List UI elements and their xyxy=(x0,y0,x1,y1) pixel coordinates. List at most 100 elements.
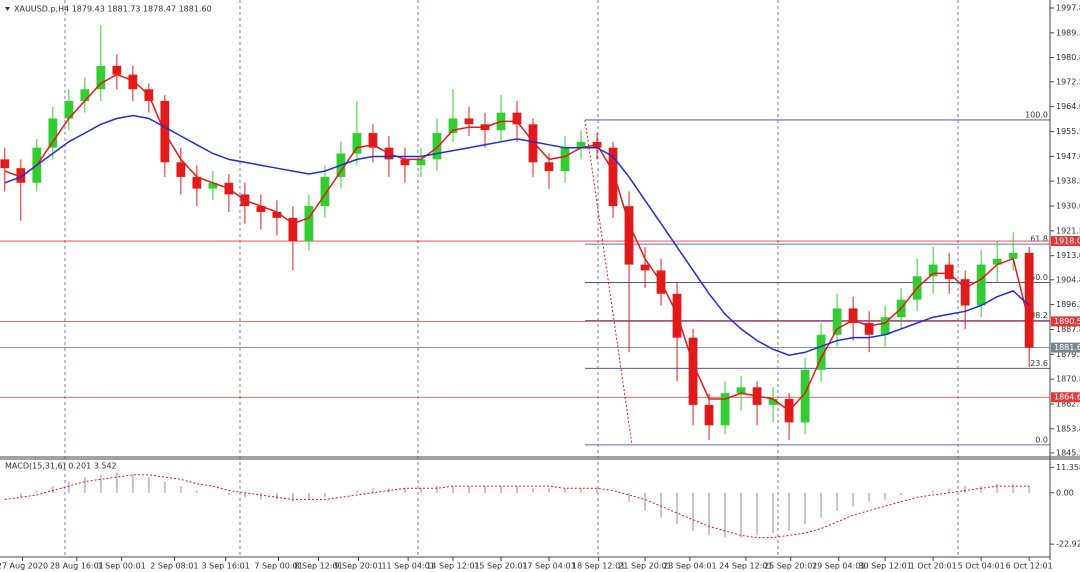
x-tick-label: 6 Oct 12:01 xyxy=(1006,562,1053,571)
y-tick-label: 1913.05 xyxy=(1056,251,1080,260)
x-tick-label: 2 Sep 08:01 xyxy=(150,562,198,571)
y-tick-label: 1879.30 xyxy=(1056,350,1080,359)
candle-body xyxy=(128,74,138,90)
candle-body xyxy=(528,124,538,163)
candle-body xyxy=(80,89,90,101)
x-tick-label: 1 Oct 20:01 xyxy=(910,562,957,571)
candle-body xyxy=(48,118,58,148)
x-tick-label: 14 Sep 12:01 xyxy=(426,562,479,571)
fibo-label: 61.8 xyxy=(1030,235,1048,244)
fibo-label: 38.2 xyxy=(1030,311,1048,320)
y-tick-label: 1921.55 xyxy=(1056,226,1080,235)
x-tick-label: 5 Oct 04:01 xyxy=(958,562,1005,571)
x-tick-label: 25 Sep 20:01 xyxy=(764,562,817,571)
price-box-label: 1918.05 xyxy=(1054,237,1080,246)
candle-body xyxy=(944,264,954,280)
y-tick-label: 1930.05 xyxy=(1056,201,1080,210)
y-tick-label: 1896.30 xyxy=(1056,300,1080,309)
x-tick-label: 28 Aug 16:01 xyxy=(50,562,104,571)
candle-body xyxy=(960,279,970,306)
candle-body xyxy=(976,264,986,306)
price-box-label: 1881.60 xyxy=(1054,343,1080,352)
x-tick-label: 7 Sep 00:01 xyxy=(254,562,302,571)
x-tick-label: 21 Sep 20:01 xyxy=(618,562,671,571)
macd-y-tick-label: -22.921 xyxy=(1056,540,1080,549)
candle-body xyxy=(736,387,746,394)
y-tick-label: 1989.30 xyxy=(1056,28,1080,37)
candle-body xyxy=(688,337,698,405)
x-tick-label: 17 Sep 04:01 xyxy=(522,562,575,571)
x-tick-label: 15 Sep 20:01 xyxy=(474,562,527,571)
y-tick-label: 1955.50 xyxy=(1056,127,1080,136)
candle-body xyxy=(800,369,810,423)
candle-body xyxy=(720,393,730,426)
x-tick-label: 9 Sep 20:01 xyxy=(334,562,382,571)
y-tick-label: 1972.55 xyxy=(1056,77,1080,86)
y-tick-label: 1870.80 xyxy=(1056,375,1080,384)
price-box-label: 1890.57 xyxy=(1054,317,1080,326)
candle-body xyxy=(16,168,26,183)
y-tick-label: 1964.05 xyxy=(1056,102,1080,111)
y-tick-label: 1997.80 xyxy=(1056,4,1080,13)
candle-body xyxy=(560,147,570,172)
y-tick-label: 1853.80 xyxy=(1056,424,1080,433)
candle-body xyxy=(832,308,842,335)
candle-body xyxy=(640,264,650,271)
candle-body xyxy=(464,118,474,125)
candle-body xyxy=(704,404,714,426)
y-tick-label: 1938.55 xyxy=(1056,177,1080,186)
fibo-label: 100.0 xyxy=(1025,110,1048,119)
price-box xyxy=(1051,392,1080,403)
candle-body xyxy=(432,133,442,160)
candle-body xyxy=(880,317,890,335)
x-tick-label: 18 Sep 12:01 xyxy=(572,562,625,571)
y-tick-label: 1904.80 xyxy=(1056,275,1080,284)
x-tick-label: 30 Sep 12:01 xyxy=(858,562,911,571)
candle-body xyxy=(416,159,426,166)
candle-body xyxy=(848,308,858,324)
candle-body xyxy=(96,65,106,90)
x-tick-label: 24 Sep 12:01 xyxy=(719,562,772,571)
candle-body xyxy=(864,323,874,335)
candle-body xyxy=(816,334,826,370)
fibo-label: 23.6 xyxy=(1030,359,1048,368)
x-tick-label: 8 Sep 12:01 xyxy=(294,562,342,571)
candle-body xyxy=(208,182,218,189)
candle-body xyxy=(624,206,634,265)
moving-average xyxy=(4,73,1030,412)
fibo-label: 0.0 xyxy=(1035,435,1048,444)
candle-body xyxy=(272,211,282,218)
candle-body xyxy=(512,112,522,125)
price-box xyxy=(1051,316,1080,327)
candle-body xyxy=(320,176,330,207)
candle-body xyxy=(928,264,938,277)
price-box xyxy=(1051,236,1080,247)
fibo-label: 50.0 xyxy=(1030,273,1048,282)
candle-body xyxy=(304,206,314,242)
candle-body xyxy=(176,162,186,177)
y-tick-label: 1845.55 xyxy=(1056,448,1080,457)
candle-body xyxy=(0,159,10,169)
candle-body xyxy=(448,118,458,134)
candle-body xyxy=(400,159,410,166)
macd-title: MACD(15,31,6) 0.201 3.542 xyxy=(5,462,117,471)
macd-signal xyxy=(4,474,1030,539)
candle-body xyxy=(576,141,586,148)
macd-y-tick-label: 11.358 xyxy=(1056,463,1080,472)
header-arrow xyxy=(5,7,10,11)
x-tick-label: 23 Sep 04:01 xyxy=(663,562,716,571)
price-box-label: 1864.61 xyxy=(1054,393,1080,402)
moving-average xyxy=(4,114,1030,356)
macd-y-tick-label: 0.00 xyxy=(1056,488,1074,497)
y-tick-label: 1887.80 xyxy=(1056,325,1080,334)
candle-body xyxy=(608,147,618,207)
candle-body xyxy=(256,206,266,212)
candle-body xyxy=(112,65,122,75)
x-tick-label: 1 Sep 00:01 xyxy=(97,562,145,571)
candle-body xyxy=(368,133,378,148)
candle-body xyxy=(768,399,778,405)
candle-body xyxy=(992,258,1002,265)
candle-body xyxy=(192,176,202,189)
